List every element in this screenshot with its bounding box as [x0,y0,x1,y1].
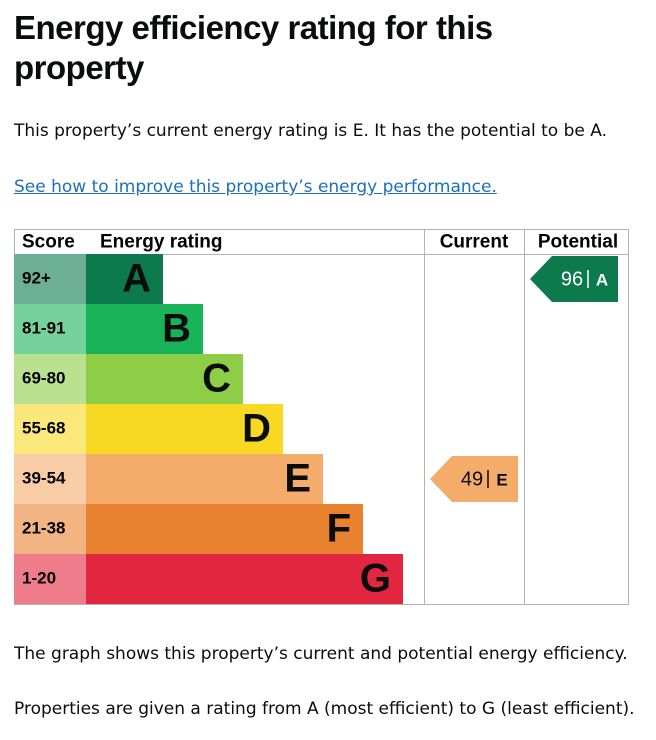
potential-band: A [596,270,608,289]
note: The graph shows this property’s current … [14,644,628,664]
rating-letter: G [360,557,391,601]
column-header: Score [22,232,75,253]
improve-link[interactable]: See how to improve this property’s energ… [14,177,497,197]
score-cell-tint [14,254,86,304]
score-range: 69-80 [22,368,65,387]
rating-letter: D [242,407,271,451]
current-arrow [430,456,518,502]
current-band: E [496,470,507,489]
column-header: Energy rating [100,232,222,253]
rating-letter: E [284,457,311,501]
rating-letter: A [122,257,151,301]
page-title: Energy efficiency rating for this proper… [14,9,493,86]
rating-bar [86,454,323,504]
note: Properties are given a rating from A (mo… [14,699,635,719]
score-range: 39-54 [22,468,66,487]
rating-letter: B [162,307,191,351]
score-range: 92+ [22,268,51,287]
score-cell-tint [14,404,86,454]
column-header: Current [440,232,509,253]
potential-score: 96 [561,268,583,290]
score-range: 55-68 [22,418,65,437]
score-cell-tint [14,304,86,354]
score-cell-tint [14,454,86,504]
score-cell-tint [14,354,86,404]
score-cell-tint [14,504,86,554]
score-range: 81-91 [22,318,65,337]
rating-bar [86,504,363,554]
score-cell-tint [14,554,86,604]
rating-bar [86,304,203,354]
rating-letter: C [202,357,231,401]
score-cell [14,404,86,454]
score-cell [14,354,86,404]
epc-graph: Score Energy rating Current Potential 92+ A 81… [14,229,629,605]
score-cell [14,554,86,604]
score-range: 1-20 [22,568,56,587]
column-header: Potential [538,232,618,253]
score-cell [14,454,86,504]
score-range: 21-38 [22,518,65,537]
rating-bar [86,404,283,454]
rating-bar [86,554,403,604]
score-cell [14,254,86,304]
rating-bar [86,354,243,404]
score-cell [14,504,86,554]
score-cell [14,304,86,354]
intro-text: This property’s current energy rating is… [14,121,607,141]
rating-letter: F [327,507,351,551]
current-score: 49 [461,468,483,490]
potential-arrow [530,256,618,302]
rating-bar [86,254,163,304]
